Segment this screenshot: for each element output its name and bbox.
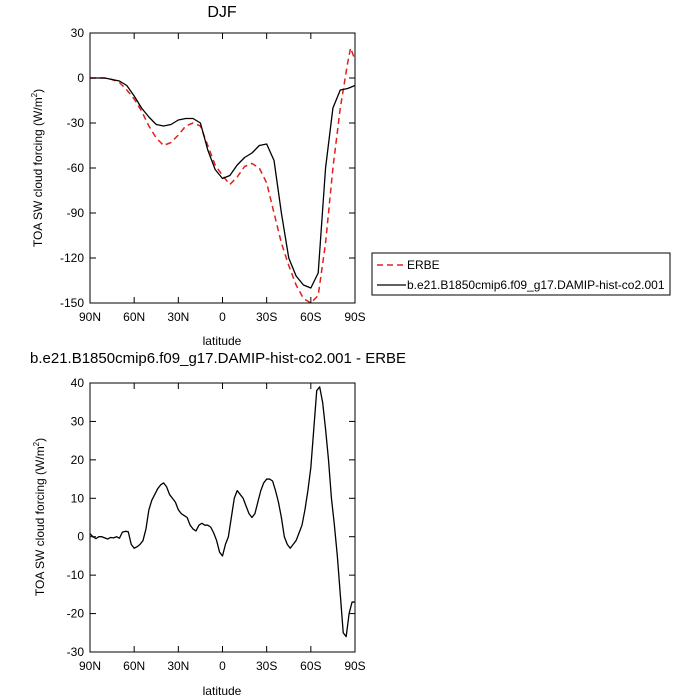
bottom-y-axis-label: TOA SW cloud forcing (W/m2) [32, 438, 47, 596]
top-x-tick-label: 90S [344, 310, 365, 324]
bottom-x-tick-label: 60S [300, 659, 321, 673]
legend: ERBE b.e21.B1850cmip6.f09_g17.DAMIP-hist… [371, 252, 671, 296]
top-x-tick-label: 90N [79, 310, 101, 324]
bottom-plot-frame [89, 382, 356, 653]
top-axis-ticks: 90N 60N 30N 0 30S 60S 90S 30 0 -30 -60 -90 -120 -150 [60, 26, 366, 324]
top-y-axis-label-text: TOA SW cloud forcing (W/m [31, 97, 45, 247]
top-x-tick-label: 60N [123, 310, 145, 324]
bottom-x-tick-label: 90S [344, 659, 365, 673]
top-y-axis-label-close: ) [31, 89, 45, 93]
top-x-tick-label: 30N [167, 310, 189, 324]
bottom-y-tick-label: -20 [67, 607, 85, 621]
top-y-tick-label: -60 [67, 161, 85, 175]
top-y-tick-label: -120 [60, 251, 84, 265]
bottom-y-tick-label: -30 [67, 645, 85, 659]
bottom-x-tick-label: 0 [219, 659, 226, 673]
bottom-x-tick-label: 30N [167, 659, 189, 673]
bottom-y-tick-label: 0 [77, 530, 84, 544]
top-y-tick-label: 0 [77, 71, 84, 85]
top-chart-title: DJF [207, 4, 237, 21]
bottom-x-tick-label: 90N [79, 659, 101, 673]
top-series-line-1 [90, 47, 356, 304]
bottom-panel: b.e21.B1850cmip6.f09_g17.DAMIP-hist-co2.… [30, 350, 406, 698]
bottom-y-tick-label: 40 [71, 376, 85, 390]
bottom-series-group [89, 386, 355, 638]
bottom-y-tick-label: 20 [71, 453, 85, 467]
top-x-tick-label: 60S [300, 310, 321, 324]
top-series-line-2 [90, 77, 356, 289]
top-panel: DJF 90N 60N 30N 0 30S 60S 90S 30 0 -30 -60 -90 -120 -… [30, 4, 366, 348]
top-y-tick-label: -90 [67, 206, 85, 220]
top-x-tick-label: 30S [256, 310, 277, 324]
bottom-series-line-1 [89, 386, 355, 638]
bottom-x-tick-label: 60N [123, 659, 145, 673]
top-y-tick-label: -150 [60, 296, 84, 310]
legend-entry-erbe: ERBE [407, 258, 440, 272]
top-series-group [90, 47, 356, 304]
bottom-x-axis-label: latitude [203, 684, 242, 698]
bottom-y-tick-label: 30 [71, 414, 85, 428]
top-y-axis-label-superscript: 2 [30, 92, 39, 97]
bottom-y-axis-label-superscript: 2 [32, 441, 41, 446]
bottom-y-axis-label-close: ) [33, 438, 47, 442]
top-x-tick-label: 0 [219, 310, 226, 324]
bottom-y-tick-label: -10 [67, 568, 85, 582]
top-y-axis-label: TOA SW cloud forcing (W/m2) [30, 89, 45, 247]
top-plot-frame [89, 32, 356, 304]
bottom-x-tick-label: 30S [256, 659, 277, 673]
top-y-tick-label: 30 [71, 26, 85, 40]
legend-entry-model: b.e21.B1850cmip6.f09_g17.DAMIP-hist-co2.… [407, 278, 665, 292]
legend-box [371, 252, 671, 296]
top-y-tick-label: -30 [67, 116, 85, 130]
bottom-chart-title: b.e21.B1850cmip6.f09_g17.DAMIP-hist-co2.… [30, 350, 406, 367]
bottom-y-axis-label-text: TOA SW cloud forcing (W/m [33, 446, 47, 596]
top-x-axis-label: latitude [203, 334, 242, 348]
bottom-axis-ticks: 90N 60N 30N 0 30S 60S 90S 40 30 20 10 0 -10 -20 -30 [67, 376, 366, 673]
bottom-y-tick-label: 10 [71, 491, 85, 505]
